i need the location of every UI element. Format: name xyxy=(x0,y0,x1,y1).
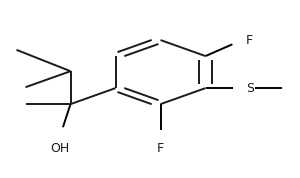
Text: F: F xyxy=(246,33,253,47)
Text: S: S xyxy=(246,82,254,95)
Text: OH: OH xyxy=(50,142,70,155)
Text: F: F xyxy=(157,142,164,155)
